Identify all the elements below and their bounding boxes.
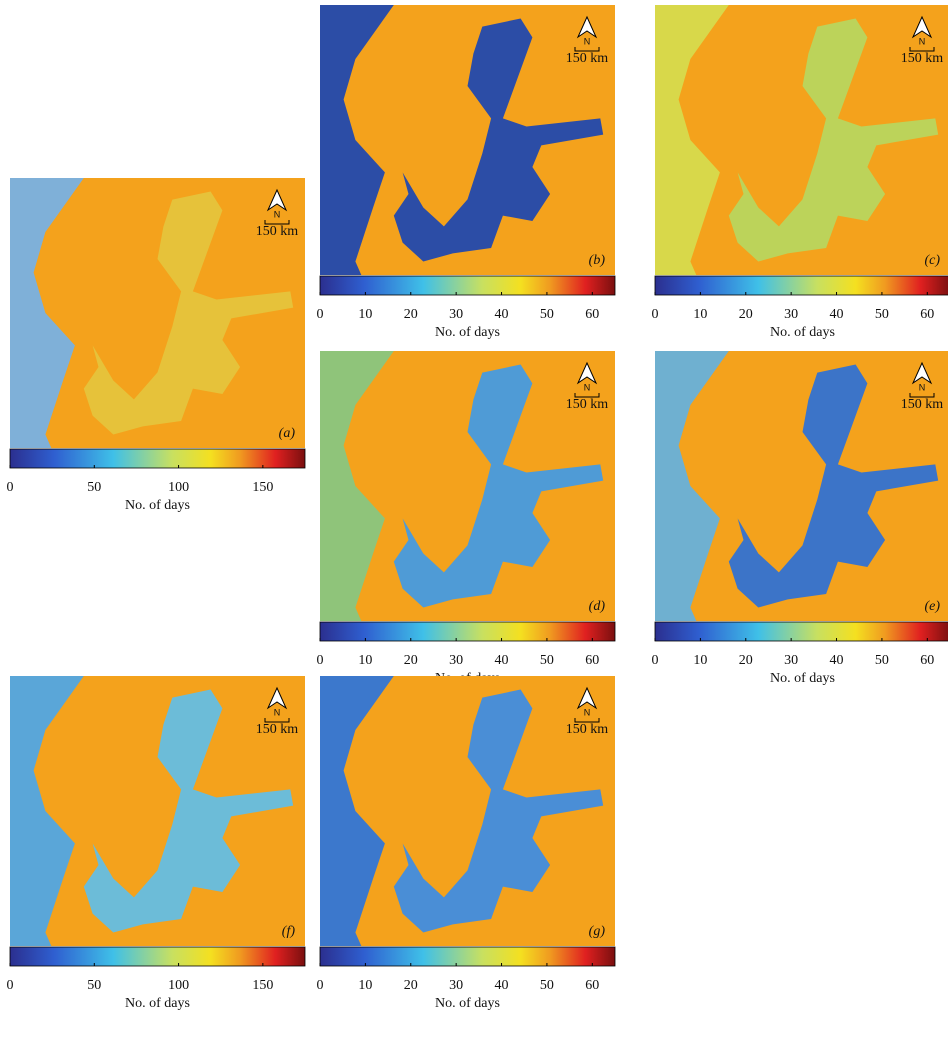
colorbar-label: No. of days [435, 325, 500, 340]
north-label: N [584, 382, 591, 392]
figure: N150 km(a)050100150No. of daysN150 km(b)… [0, 0, 948, 1041]
colorbar-tick-label: 10 [358, 978, 372, 993]
panel-label: (g) [589, 924, 606, 939]
north-label: N [919, 36, 926, 46]
colorbar-tick-label: 10 [693, 307, 707, 322]
panel-label: (f) [282, 924, 296, 939]
colorbar-tick-label: 50 [875, 307, 889, 322]
colorbar-tick-label: 20 [404, 307, 418, 322]
colorbar-tick-label: 150 [252, 978, 273, 993]
colorbar-tick-label: 40 [495, 978, 509, 993]
scale-label: 150 km [566, 722, 609, 737]
colorbar-tick-label: 20 [404, 653, 418, 668]
colorbar-tick-label: 60 [585, 653, 599, 668]
panel-label: (a) [279, 426, 296, 441]
scale-label: 150 km [256, 722, 299, 737]
colorbar-label: No. of days [125, 498, 190, 513]
colorbar-tick-label: 0 [317, 653, 324, 668]
colorbar-label: No. of days [770, 671, 835, 686]
colorbar-tick-label: 50 [540, 653, 554, 668]
map-panel: N 150 km (f) 0 50 100 150 No. of days [7, 676, 306, 1011]
colorbar [655, 622, 948, 641]
colorbar-tick-label: 0 [652, 307, 659, 322]
colorbar-tick-label: 60 [920, 653, 934, 668]
colorbar-label: No. of days [435, 996, 500, 1011]
panel-label: (d) [589, 599, 606, 614]
colorbar-tick-label: 20 [739, 653, 753, 668]
page: {"panels": [ {"label": "(a)", "north": "… [0, 0, 948, 1041]
colorbar-tick-label: 0 [652, 653, 659, 668]
north-label: N [584, 707, 591, 717]
colorbar-tick-label: 0 [7, 978, 14, 993]
scale-label: 150 km [901, 51, 944, 66]
colorbar-tick-label: 40 [495, 307, 509, 322]
colorbar-label: No. of days [125, 996, 190, 1011]
colorbar-tick-label: 30 [449, 307, 463, 322]
colorbar [655, 276, 948, 295]
colorbar-tick-label: 20 [404, 978, 418, 993]
colorbar-tick-label: 10 [693, 653, 707, 668]
colorbar-tick-label: 30 [784, 307, 798, 322]
map-panel: N 150 km (g) 0 10 20 30 40 50 60 No. of days [317, 676, 616, 1011]
north-label: N [274, 209, 281, 219]
colorbar-tick-label: 60 [585, 307, 599, 322]
colorbar-tick-label: 100 [168, 480, 189, 495]
colorbar [320, 622, 615, 641]
north-label: N [274, 707, 281, 717]
colorbar-tick-label: 50 [87, 480, 101, 495]
panel-label: (b) [589, 253, 606, 268]
colorbar-tick-label: 0 [317, 978, 324, 993]
colorbar-tick-label: 30 [784, 653, 798, 668]
colorbar-tick-label: 0 [317, 307, 324, 322]
colorbar-tick-label: 40 [830, 307, 844, 322]
colorbar-tick-label: 0 [7, 480, 14, 495]
colorbar-tick-label: 100 [168, 978, 189, 993]
colorbar-tick-label: 50 [540, 978, 554, 993]
colorbar-tick-label: 50 [540, 307, 554, 322]
colorbar-tick-label: 40 [830, 653, 844, 668]
colorbar-tick-label: 30 [449, 653, 463, 668]
panel-label: (c) [924, 253, 940, 268]
map-panel: N 150 km (c) 0 10 20 30 40 50 60 No. of days [652, 5, 948, 340]
colorbar [320, 276, 615, 295]
colorbar-tick-label: 150 [252, 480, 273, 495]
colorbar-label: No. of days [770, 325, 835, 340]
colorbar-tick-label: 60 [585, 978, 599, 993]
colorbar [320, 947, 615, 966]
scale-label: 150 km [901, 397, 944, 412]
scale-label: 150 km [256, 224, 299, 239]
colorbar-tick-label: 50 [875, 653, 889, 668]
map-panel: N 150 km (a) 0 50 100 150 No. of days [7, 178, 306, 513]
colorbar-tick-label: 60 [920, 307, 934, 322]
colorbar-tick-label: 10 [358, 653, 372, 668]
colorbar-tick-label: 40 [495, 653, 509, 668]
colorbar-tick-label: 50 [87, 978, 101, 993]
scale-label: 150 km [566, 397, 609, 412]
colorbar-tick-label: 30 [449, 978, 463, 993]
colorbar [10, 449, 305, 468]
scale-label: 150 km [566, 51, 609, 66]
panel-label: (e) [924, 599, 940, 614]
colorbar-tick-label: 20 [739, 307, 753, 322]
north-label: N [584, 36, 591, 46]
map-panel: N 150 km (e) 0 10 20 30 40 50 60 No. of days [652, 351, 948, 686]
north-label: N [919, 382, 926, 392]
colorbar-tick-label: 10 [358, 307, 372, 322]
map-panel: N 150 km (b) 0 10 20 30 40 50 60 No. of days [317, 5, 616, 340]
colorbar [10, 947, 305, 966]
map-panel: N150 km(d)0102030405060No. of days [317, 351, 616, 686]
